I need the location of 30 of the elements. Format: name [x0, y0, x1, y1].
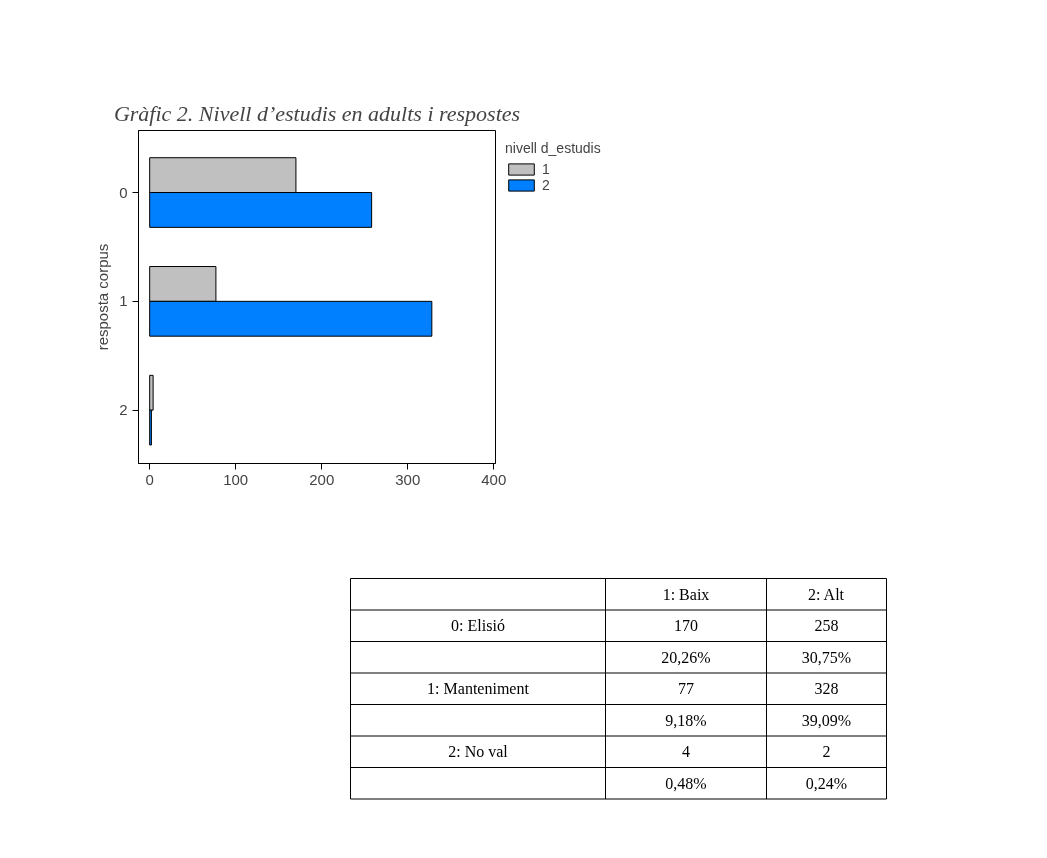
x-tick-label: 100: [223, 470, 249, 488]
y-tick-label: 0: [119, 183, 128, 201]
text: 1: Manteniment: [427, 680, 530, 698]
x-tick-label: 200: [309, 470, 335, 488]
text: 328: [814, 680, 839, 698]
text: 0,24%: [805, 774, 848, 792]
text: 2: Alt: [808, 585, 845, 603]
text: 9,18%: [665, 711, 707, 729]
legend-title: nivell d_estudis: [505, 140, 601, 156]
text: 0,48%: [665, 774, 707, 792]
legend-label: 1: [542, 161, 551, 177]
y-axis-title: resposta corpus: [94, 243, 112, 351]
text: 258: [814, 617, 839, 635]
text: 170: [674, 617, 698, 635]
legend-label: 2: [542, 177, 551, 193]
text: 2: [822, 743, 831, 761]
text: 2: No val: [448, 743, 509, 761]
x-tick-label: 0: [145, 470, 154, 488]
text: 39,09%: [801, 711, 852, 729]
text: 1: Baix: [662, 585, 710, 603]
chart-title: Gràfic 2. Nivell d’estudis en adults i respostes: [113, 100, 521, 126]
x-tick-label: 300: [395, 470, 421, 488]
x-tick-label: 400: [481, 470, 507, 488]
y-tick-label: 2: [119, 401, 128, 419]
text: 77: [678, 680, 694, 698]
text: 30,75%: [801, 648, 852, 666]
text: 20,26%: [661, 648, 711, 666]
text: 4: [682, 743, 690, 761]
text: 0: Elisió: [451, 617, 505, 635]
y-tick-label: 1: [119, 292, 128, 310]
